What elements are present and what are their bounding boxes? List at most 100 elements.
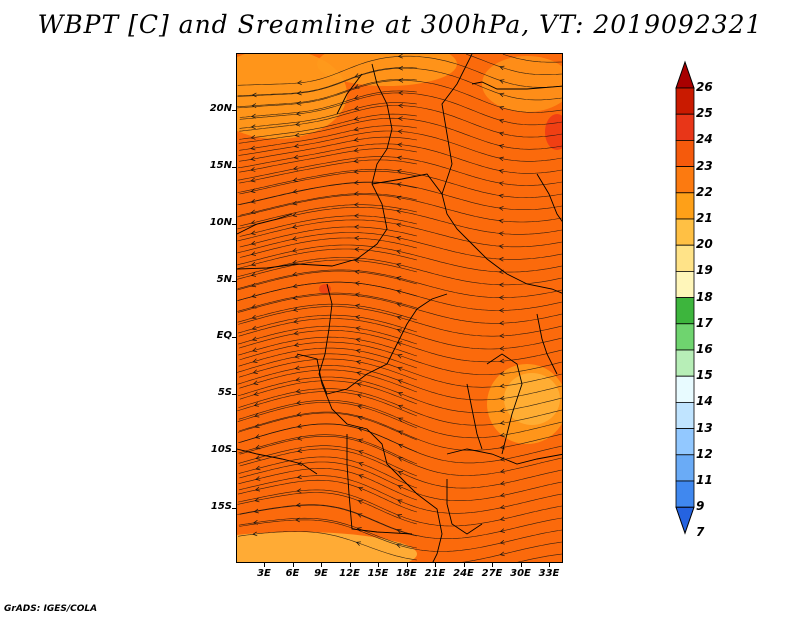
streamline-arrow — [252, 380, 259, 385]
streamline-arrow — [254, 423, 260, 429]
streamline — [237, 402, 418, 429]
country-border — [371, 173, 562, 294]
colorbar-segment — [675, 140, 695, 168]
lat-label: 10N — [209, 217, 232, 228]
colorbar-label: 20 — [696, 237, 713, 252]
streamline — [237, 479, 417, 513]
lat-tick — [232, 224, 236, 225]
streamline-arrow — [498, 144, 504, 149]
colorbar-label: 24 — [696, 132, 713, 147]
streamline-arrow — [398, 103, 403, 109]
streamline — [466, 54, 562, 75]
lat-label: 15N — [209, 160, 232, 171]
colorbar-segment — [675, 323, 695, 351]
streamline-arrow — [397, 379, 403, 384]
streamline — [237, 244, 562, 273]
lon-tick — [435, 563, 436, 567]
streamline-arrow — [295, 502, 301, 508]
streamline — [239, 411, 562, 451]
streamline-arrow — [398, 90, 404, 96]
streamline-arrow — [250, 156, 256, 162]
streamline-arrow — [292, 189, 298, 194]
colorbar-label: 26 — [696, 80, 713, 94]
streamline — [502, 54, 562, 63]
streamline — [239, 90, 417, 118]
streamline-arrow — [499, 92, 505, 98]
streamline — [237, 269, 562, 298]
colorbar-segment — [675, 113, 695, 141]
lat-label: 5N — [216, 274, 232, 285]
streamline — [237, 376, 562, 413]
colorbar-bar — [675, 60, 695, 535]
streamline-arrow — [250, 261, 256, 267]
streamline — [238, 306, 562, 337]
streamline-arrow — [499, 346, 505, 351]
streamline-arrow — [498, 105, 505, 111]
streamline-arrow — [498, 218, 504, 224]
streamline-arrow — [355, 326, 361, 331]
streamline-arrow — [498, 308, 504, 313]
map-plot-area — [236, 53, 563, 563]
streamline-arrow — [294, 365, 300, 371]
streamline — [237, 169, 562, 198]
lat-label: 5S — [217, 387, 232, 398]
colorbar-label: 16 — [696, 342, 713, 356]
streamline-arrow — [396, 262, 402, 268]
streamline-arrow — [397, 471, 404, 476]
wbpt-patch-ne — [482, 56, 562, 112]
streamline — [239, 519, 562, 552]
streamline-arrow — [250, 124, 256, 130]
streamline-arrow — [397, 54, 403, 59]
streamline-arrow — [353, 126, 359, 132]
streamline-arrow — [255, 455, 261, 460]
colorbar-segment — [675, 480, 695, 508]
streamline-arrow — [250, 135, 256, 140]
streamline-arrow — [397, 366, 403, 372]
lon-label: 12E — [339, 568, 360, 579]
streamline-arrow — [398, 430, 404, 435]
streamline-arrow — [292, 307, 299, 312]
streamline-arrow — [499, 333, 505, 339]
streamline — [238, 423, 418, 453]
streamline — [237, 492, 417, 525]
streamline — [237, 504, 562, 539]
country-border — [318, 283, 448, 395]
streamline — [237, 303, 417, 323]
streamline-arrow — [499, 469, 505, 474]
streamline-arrow — [250, 145, 256, 151]
streamline — [238, 445, 418, 477]
streamline-arrow — [357, 415, 363, 421]
streamline-arrow — [252, 358, 258, 363]
lon-label: 3E — [257, 568, 271, 579]
streamline-arrow — [295, 377, 301, 382]
streamline-arrow — [291, 248, 298, 253]
streamline-arrow — [355, 541, 362, 546]
country-border — [416, 493, 443, 562]
colorbar-segment — [675, 375, 695, 403]
streamline-arrow — [499, 516, 505, 522]
colorbar-label: 23 — [696, 158, 713, 173]
streamline-arrow — [250, 113, 257, 119]
streamline-arrow — [294, 354, 300, 359]
colorbar-label: 7 — [696, 525, 705, 540]
wbpt-patch-hot — [545, 114, 562, 150]
streamline-arrow — [397, 499, 403, 504]
streamline — [237, 67, 417, 97]
streamline-arrow — [355, 359, 362, 365]
streamline-arrow — [293, 342, 299, 348]
streamline — [239, 380, 418, 405]
streamline — [237, 219, 562, 248]
streamline-arrow — [291, 212, 298, 218]
streamline-arrow — [396, 249, 402, 254]
streamline-arrow — [296, 412, 302, 417]
streamline-arrow — [499, 504, 505, 510]
lon-label: 9E — [314, 568, 328, 579]
streamline-arrow — [292, 295, 298, 301]
lon-label: 30E — [510, 568, 531, 579]
colorbar-label: 13 — [696, 420, 713, 435]
country-border — [346, 434, 413, 535]
streamline — [237, 78, 417, 107]
streamline — [462, 541, 562, 562]
colorbar-segment — [675, 192, 695, 220]
country-border — [237, 63, 393, 270]
